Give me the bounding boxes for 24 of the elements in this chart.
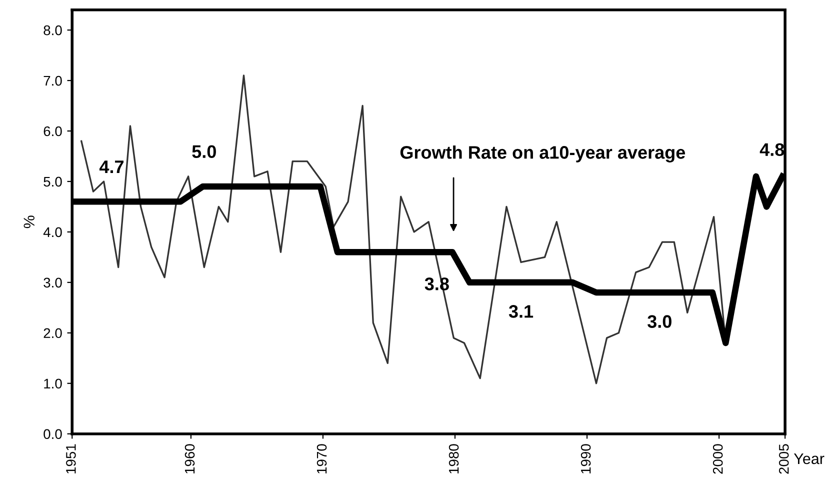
annotation: 3.1 [508,305,534,318]
y-tick-label: 2.0 [44,328,62,338]
annotation: Growth Rate on a10-year average [400,146,686,162]
x-tick-label: 1980 [448,444,459,474]
y-tick-label: 1.0 [44,378,62,389]
y-tick-label: 3.0 [44,278,62,288]
y-tick-label: 7.0 [44,76,62,86]
x-tick-label: 1960 [184,444,195,474]
y-tick-label: 8.0 [44,25,62,36]
x-tick-label: 2000 [712,444,723,474]
x-tick-label: 1970 [316,444,327,474]
y-tick-label: 6.0 [44,126,62,136]
annotation: 3.0 [648,315,672,328]
line-series [80,74,726,384]
annotation: 4.7 [99,160,124,173]
x-tick-label: 1951 [66,444,76,474]
x-tick-label: 2005 [778,444,789,474]
annotation: 5.0 [192,145,216,158]
y-axis-title: % [24,216,34,228]
y-tick-label: 5.0 [44,176,62,187]
x-tick-label: 1990 [580,444,591,474]
x-axis-title: Year [794,453,824,464]
y-tick-label: 0.0 [44,429,62,440]
y-tick-label: 4.0 [43,227,62,238]
